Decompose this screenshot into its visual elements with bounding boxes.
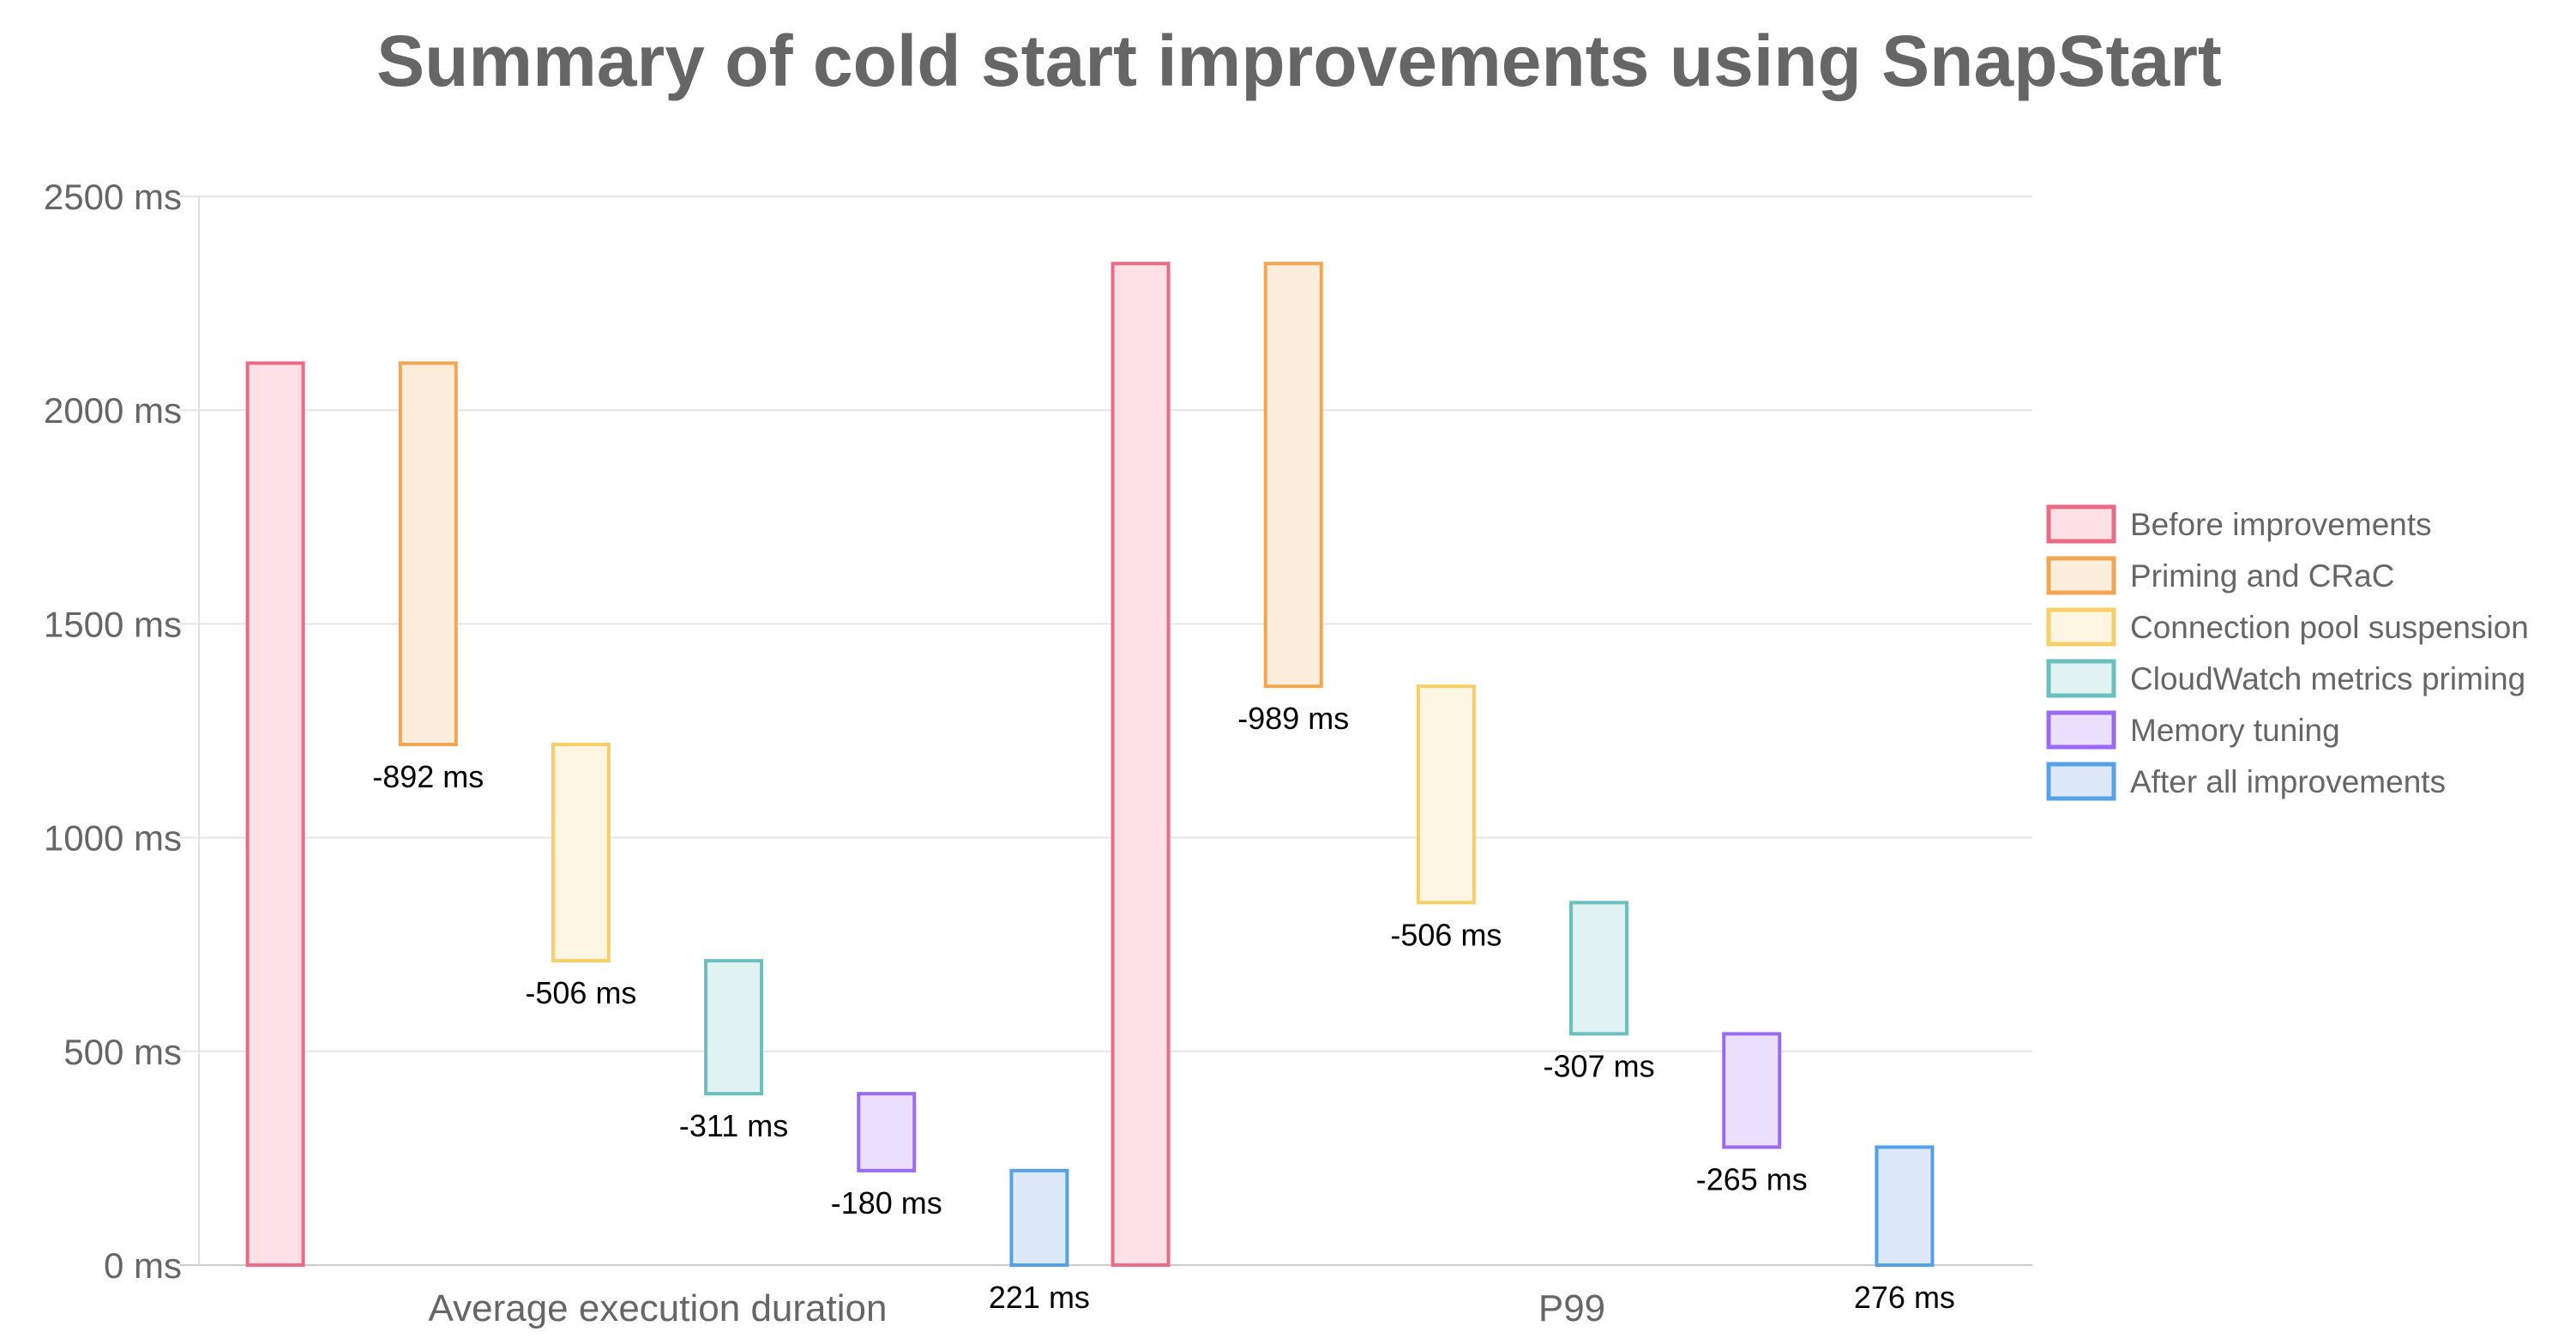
data-label: -892 ms xyxy=(372,759,484,794)
data-label: -506 ms xyxy=(525,975,636,1010)
x-category-label: Average execution duration xyxy=(429,1287,888,1329)
x-category-label: P99 xyxy=(1538,1287,1605,1329)
legend-label: After all improvements xyxy=(2130,764,2446,799)
bar-connection-pool-suspension xyxy=(551,742,611,963)
legend-item: Memory tuning xyxy=(2046,710,2340,750)
legend-label: Priming and CRaC xyxy=(2130,558,2394,594)
bars: -892 ms -989 ms -506 ms -506 ms -311 ms -307 … xyxy=(245,262,1955,1315)
bar-before-improvements xyxy=(245,361,305,1268)
y-tick-label: 2000 ms xyxy=(44,390,182,431)
legend-item: Before improvements xyxy=(2046,504,2432,544)
legend-swatch xyxy=(2046,556,2116,595)
bar-memory-tuning xyxy=(1722,1032,1782,1149)
y-tick-label: 1500 ms xyxy=(44,604,182,644)
data-label: -307 ms xyxy=(1544,1048,1655,1083)
legend-item: Priming and CRaC xyxy=(2046,556,2394,595)
y-axis: 0 ms 500 ms 1000 ms 1500 ms 2000 ms 2500 ms xyxy=(44,177,200,1286)
data-label: -989 ms xyxy=(1237,701,1349,736)
bar-cloudwatch-metrics-priming xyxy=(1569,901,1629,1036)
legend-label: Before improvements xyxy=(2130,507,2432,542)
data-label: -265 ms xyxy=(1696,1161,1808,1196)
y-tick-label: 0 ms xyxy=(104,1245,182,1286)
legend-label: CloudWatch metrics priming xyxy=(2130,661,2525,696)
x-axis: Average execution duration P99 xyxy=(429,1287,1606,1329)
legend-swatch xyxy=(2046,659,2116,698)
bar-cloudwatch-metrics-priming xyxy=(704,959,764,1096)
bar-after-all-improvements xyxy=(1875,1145,1935,1268)
chart-title: Summary of cold start improvements using… xyxy=(376,21,2222,101)
y-tick-label: 2500 ms xyxy=(44,177,182,217)
y-tick-label: 1000 ms xyxy=(44,818,182,859)
bar-memory-tuning xyxy=(857,1092,917,1172)
bar-priming-and-crac xyxy=(398,361,458,746)
legend-swatch xyxy=(2046,504,2116,544)
bar-before-improvements xyxy=(1110,262,1171,1268)
legend-label: Connection pool suspension xyxy=(2130,610,2529,645)
legend-swatch xyxy=(2046,607,2116,647)
y-tick-label: 500 ms xyxy=(63,1032,182,1072)
legend-item: After all improvements xyxy=(2046,762,2446,801)
bar-priming-and-crac xyxy=(1263,262,1323,689)
legend-swatch xyxy=(2046,710,2116,750)
legend: Before improvements Priming and CRaC Conne… xyxy=(2046,504,2529,801)
legend-item: CloudWatch metrics priming xyxy=(2046,659,2525,698)
legend-item: Connection pool suspension xyxy=(2046,607,2529,647)
data-label: 276 ms xyxy=(1854,1280,1955,1315)
data-label: -506 ms xyxy=(1390,917,1502,952)
bar-after-all-improvements xyxy=(1009,1168,1069,1268)
bar-connection-pool-suspension xyxy=(1416,684,1476,905)
data-label: -180 ms xyxy=(831,1185,942,1220)
gridlines xyxy=(180,196,2032,1266)
legend-swatch xyxy=(2046,762,2116,801)
data-label: -311 ms xyxy=(679,1108,788,1143)
legend-label: Memory tuning xyxy=(2130,713,2340,748)
data-label: 221 ms xyxy=(989,1280,1090,1315)
